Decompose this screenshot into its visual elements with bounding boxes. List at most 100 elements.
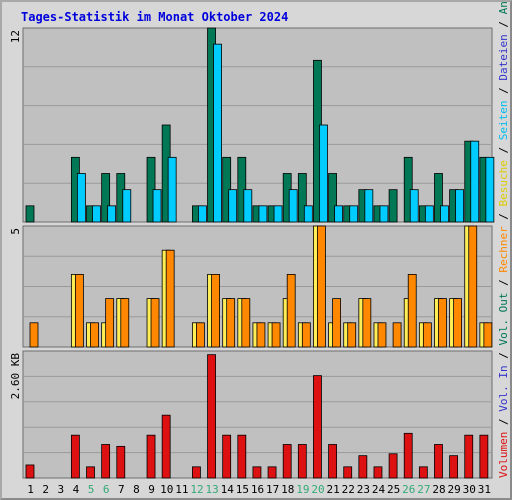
bar-rechner <box>211 273 220 348</box>
x-tick-label: 28 <box>432 483 445 496</box>
bar-volumen <box>313 375 322 479</box>
legend-entry: / <box>497 206 510 226</box>
legend-entry: / <box>497 412 510 432</box>
bar-volumen <box>343 466 353 479</box>
bar-volumen <box>252 466 262 479</box>
chart-title: Tages-Statistik im Monat Oktober 2024 <box>21 10 289 24</box>
bar-seiten <box>198 205 207 223</box>
x-tick-label: 17 <box>266 483 279 496</box>
bar-seiten <box>76 173 86 223</box>
plot-area-3 <box>22 350 493 479</box>
x-tick-label: 30 <box>463 483 476 496</box>
bar-volumen <box>25 464 35 479</box>
bar-rechner <box>29 322 39 348</box>
x-tick-label: 24 <box>372 483 386 496</box>
bar-seiten <box>334 205 343 223</box>
bar-rechner <box>317 225 326 348</box>
bar-rechner <box>226 298 236 348</box>
bar-seiten <box>228 189 238 223</box>
x-tick-label: 25 <box>387 483 400 496</box>
bar-seiten <box>409 189 419 223</box>
bar-rechner <box>362 298 372 348</box>
legend-entry: Vol. In <box>497 365 510 411</box>
x-tick-label: 26 <box>402 483 415 496</box>
bar-seiten <box>152 189 162 223</box>
x-tick-label: 14 <box>221 483 235 496</box>
bar-seiten <box>319 124 328 223</box>
bar-rechner <box>105 298 115 348</box>
legend-entry: Rechner <box>497 226 510 273</box>
bar-seiten <box>349 205 359 223</box>
bar-rechner <box>256 322 266 348</box>
bar-rechner <box>392 322 402 348</box>
bar-seiten <box>213 43 222 223</box>
bar-anfragen <box>434 173 443 223</box>
bar-volumen <box>146 434 156 479</box>
bar-volumen <box>479 434 489 479</box>
x-tick-label: 1 <box>27 483 34 496</box>
legend-entry: Volumen <box>497 432 510 478</box>
bar-seiten <box>122 189 132 223</box>
bar-rechner <box>150 298 160 348</box>
bar-rechner <box>347 322 357 348</box>
legend-entry: / <box>497 140 510 160</box>
x-tick-label: 13 <box>205 483 218 496</box>
bar-volumen <box>297 444 307 479</box>
x-tick-label: 21 <box>327 483 340 496</box>
bar-anfragen <box>388 189 398 223</box>
y-max-label-3: 2.60 KB <box>9 353 22 400</box>
bar-anfragen <box>101 173 111 223</box>
bar-seiten <box>288 189 298 223</box>
bar-anfragen <box>25 205 35 223</box>
bar-volumen <box>161 414 171 479</box>
bar-rechner <box>271 322 281 348</box>
bar-volumen <box>388 453 398 479</box>
legend-entry: Seiten <box>497 100 510 140</box>
plot-area-1 <box>22 27 493 223</box>
x-tick-label: 12 <box>190 483 203 496</box>
bar-seiten <box>107 205 117 223</box>
bar-rechner <box>438 298 447 348</box>
bar-seiten <box>364 189 374 223</box>
legend-entry: Dateien <box>497 34 510 80</box>
bar-rechner <box>468 225 478 348</box>
bar-seiten <box>258 205 268 223</box>
bar-volumen <box>237 434 247 479</box>
x-tick-label: 9 <box>148 483 155 496</box>
x-tick-label: 5 <box>88 483 95 496</box>
x-tick-label: 4 <box>73 483 80 496</box>
legend-entry: / <box>497 14 510 34</box>
bar-volumen <box>101 444 111 479</box>
bar-rechner <box>301 322 311 348</box>
x-tick-label: 6 <box>103 483 110 496</box>
x-tick-label: 3 <box>58 483 65 496</box>
bar-volumen <box>282 444 292 479</box>
bar-rechner <box>483 322 493 348</box>
bar-rechner <box>120 298 130 348</box>
x-tick-label: 23 <box>357 483 370 496</box>
bar-volumen <box>464 434 474 479</box>
bar-volumen <box>116 445 126 479</box>
y-max-label-2: 5 <box>9 228 22 235</box>
x-tick-label: 10 <box>160 483 173 496</box>
x-tick-label: 20 <box>311 483 324 496</box>
x-tick-label: 8 <box>133 483 140 496</box>
bar-seiten <box>485 156 495 223</box>
right-legend: Volumen / Vol. In / Vol. Out / Rechner /… <box>497 2 510 478</box>
bar-rechner <box>196 322 205 348</box>
x-tick-label: 19 <box>296 483 309 496</box>
bar-volumen <box>70 434 80 479</box>
bar-volumen <box>434 444 443 479</box>
bar-rechner <box>453 298 463 348</box>
bar-rechner <box>377 322 387 348</box>
bar-volumen <box>222 434 232 479</box>
bar-volumen <box>267 466 277 479</box>
bar-volumen <box>373 466 383 479</box>
bar-rechner <box>286 273 296 348</box>
bar-rechner <box>422 322 432 348</box>
x-tick-label: 7 <box>118 483 125 496</box>
bar-volumen <box>403 432 413 479</box>
x-tick-label: 15 <box>236 483 249 496</box>
